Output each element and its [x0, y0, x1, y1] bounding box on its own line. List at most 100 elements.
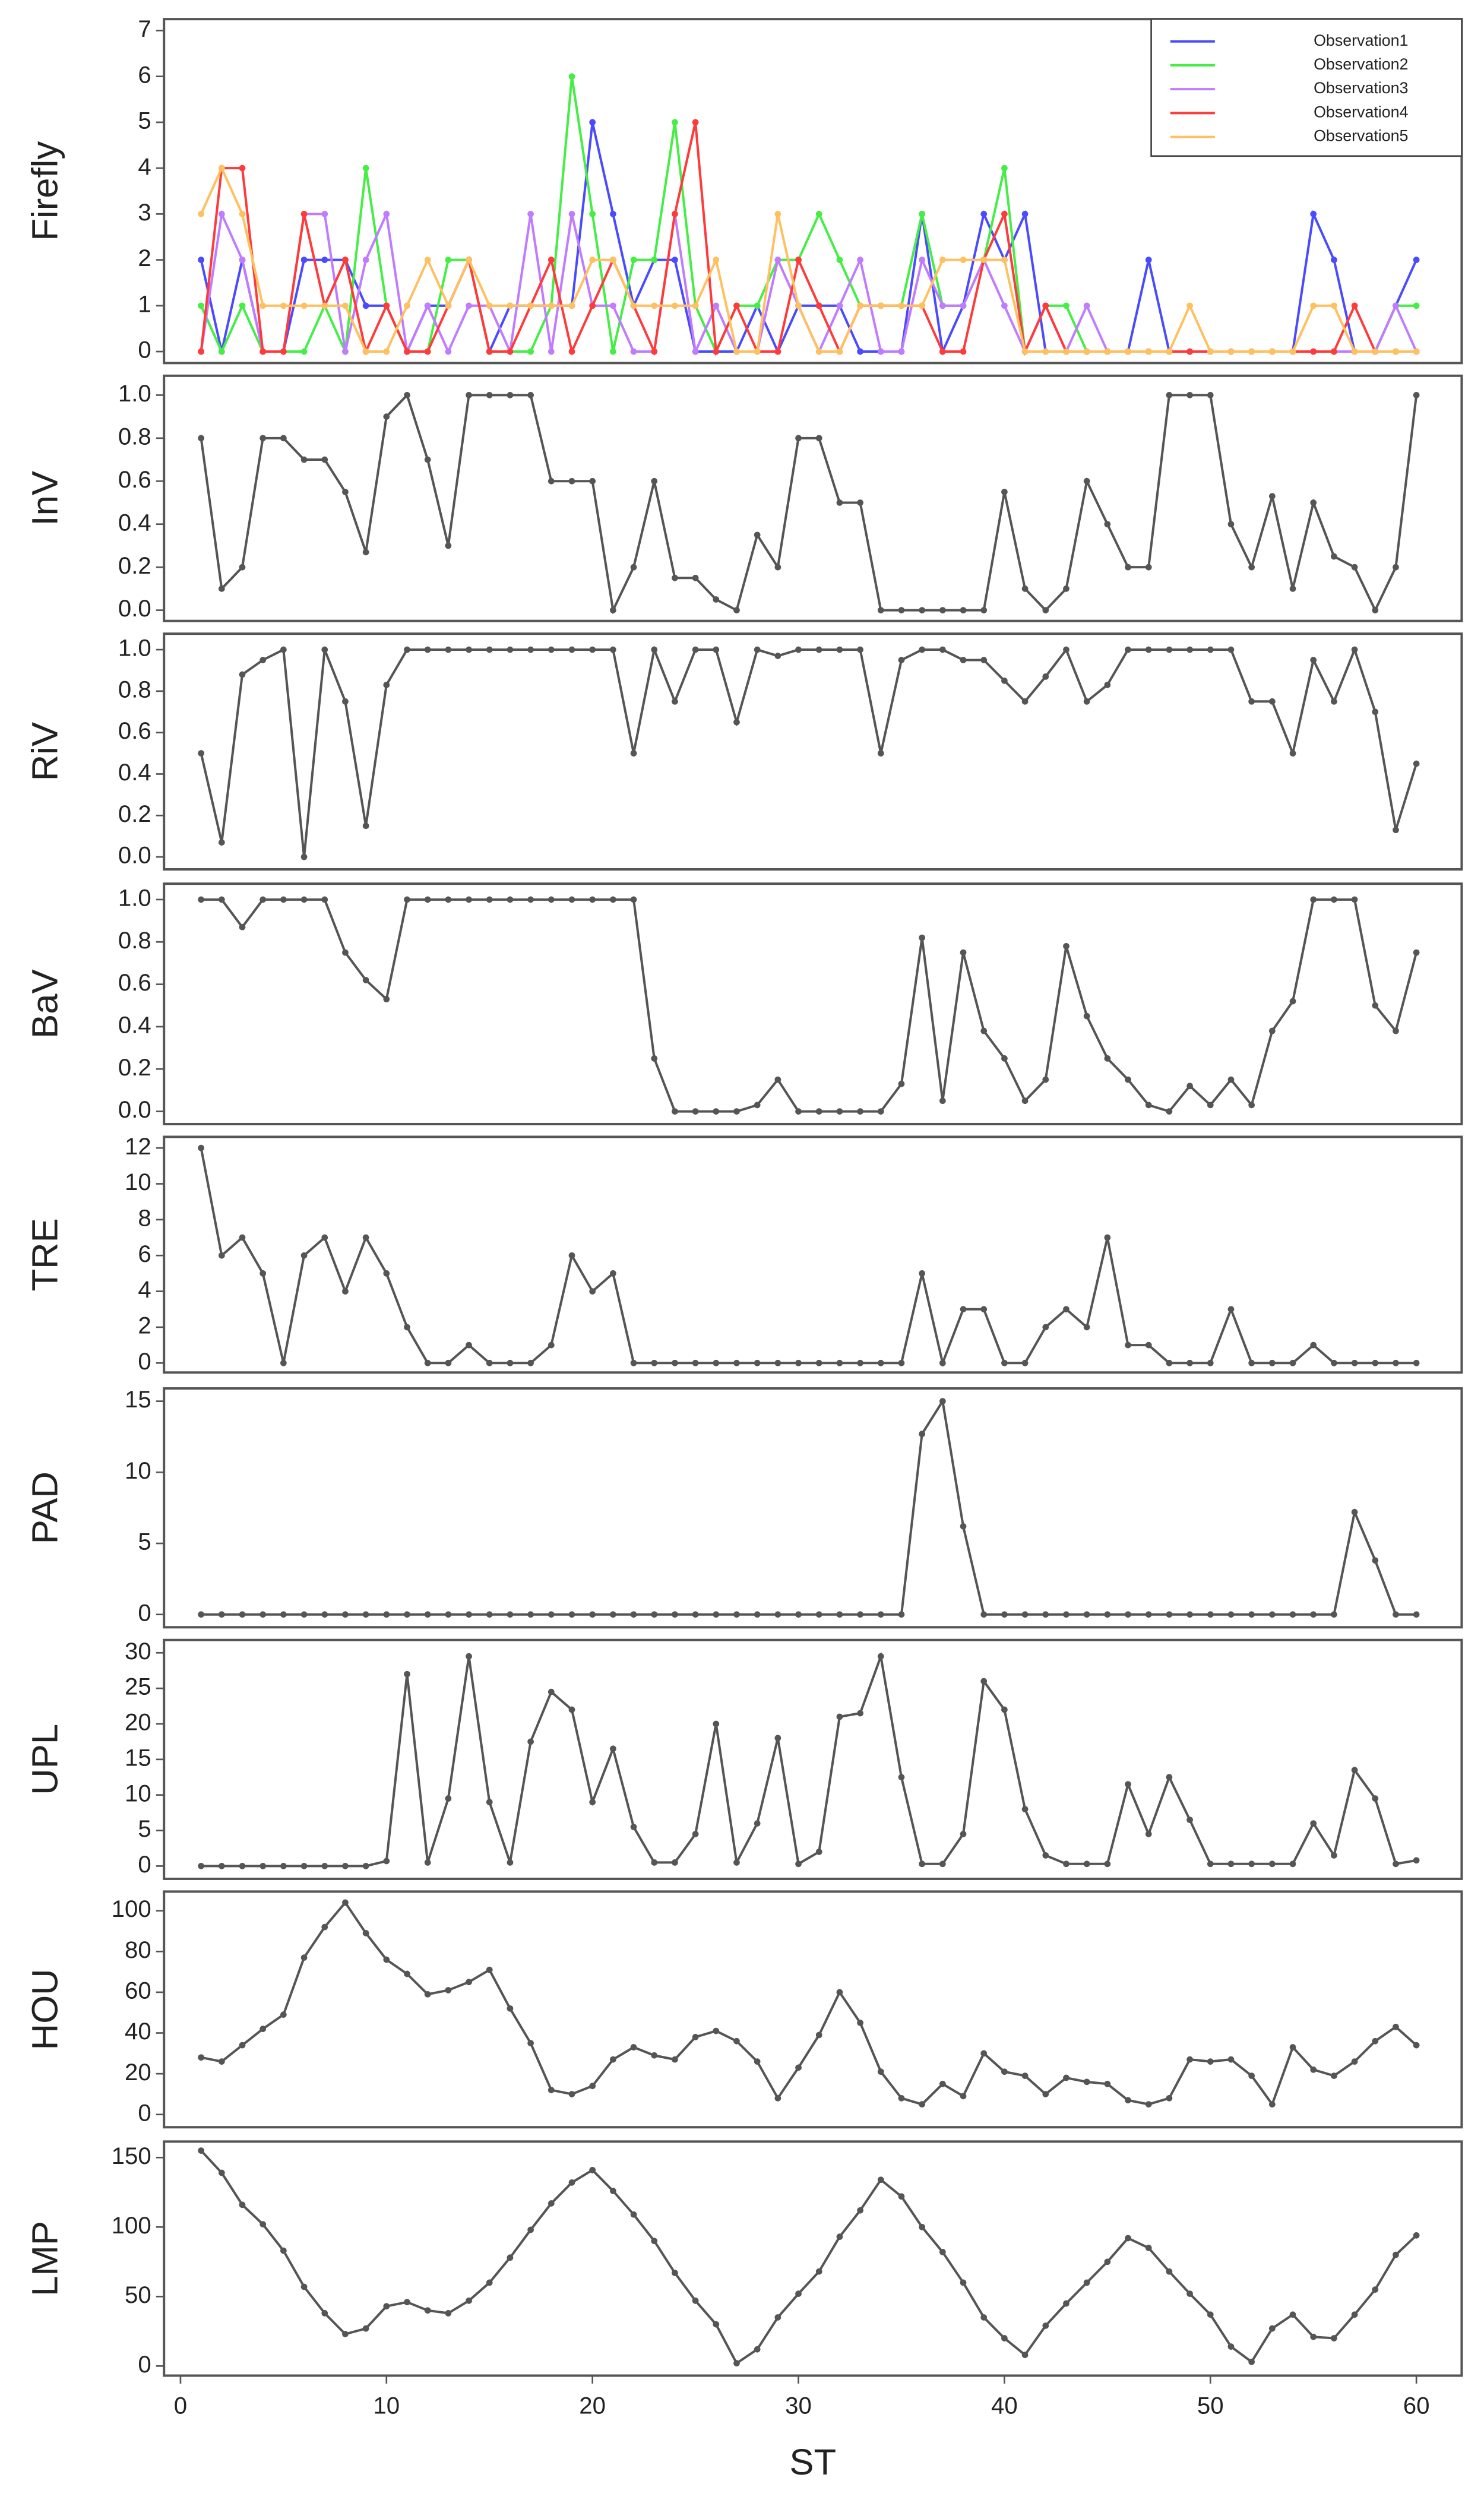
data-point	[1331, 302, 1337, 309]
y-tick-label: 0	[138, 2099, 151, 2126]
data-point	[836, 1713, 843, 1720]
data-point	[239, 564, 246, 571]
data-line	[200, 165, 1417, 353]
data-point	[424, 1359, 431, 1366]
data-point	[218, 586, 225, 592]
y-tick-label: 0.8	[118, 927, 151, 954]
data-point	[1166, 646, 1173, 653]
data-point	[218, 1863, 225, 1869]
data-point	[960, 1523, 967, 1530]
x-tick-label: 60	[1403, 2393, 1430, 2419]
x-tick-label: 20	[579, 2393, 606, 2419]
data-point	[898, 607, 905, 613]
data-point	[672, 302, 678, 309]
data-point	[1207, 2058, 1214, 2065]
panel-frame	[163, 1890, 1463, 2129]
y-tick-label: 1.0	[118, 380, 151, 407]
data-point	[1145, 1341, 1152, 1349]
data-point	[939, 2249, 946, 2255]
data-point	[383, 1956, 390, 1963]
data-point	[672, 2056, 678, 2063]
data-point	[1248, 2072, 1255, 2079]
data-point	[1393, 1027, 1399, 1034]
data-point	[218, 1611, 225, 1618]
data-point	[692, 1359, 699, 1366]
data-point	[1331, 553, 1337, 560]
data-point	[692, 119, 699, 126]
data-point	[980, 607, 988, 613]
data-point	[815, 211, 822, 217]
data-point	[1042, 1076, 1049, 1083]
data-point	[1207, 348, 1214, 355]
y-tick-label: 20	[125, 1709, 151, 1736]
data-point	[1104, 1055, 1111, 1062]
data-point	[321, 211, 328, 217]
data-point	[919, 1270, 926, 1277]
data-point	[568, 896, 575, 903]
data-point	[1372, 1002, 1379, 1009]
data-point	[424, 1611, 431, 1618]
data-point	[857, 1108, 863, 1115]
data-point	[486, 348, 493, 355]
data-point	[362, 348, 369, 355]
data-point	[589, 646, 596, 653]
data-point	[795, 1359, 802, 1366]
data-point	[630, 302, 637, 309]
data-point	[507, 348, 514, 355]
data-point	[1413, 257, 1420, 263]
data-point	[1331, 1852, 1337, 1859]
y-tick-label: 0	[138, 1599, 151, 1626]
data-point	[1310, 1611, 1317, 1618]
data-point	[651, 477, 658, 485]
data-point	[527, 211, 534, 217]
data-point	[1413, 2042, 1420, 2049]
data-point	[239, 257, 246, 263]
data-point	[630, 257, 637, 263]
data-point	[1268, 698, 1276, 705]
data-point	[486, 392, 493, 398]
data-point	[548, 1341, 555, 1349]
data-point	[280, 896, 287, 903]
data-point	[630, 1359, 637, 1366]
y-tick-label: 6	[138, 61, 151, 88]
data-point	[1248, 2358, 1255, 2365]
data-point	[939, 1860, 946, 1868]
data-point	[198, 435, 204, 442]
data-point	[466, 1611, 472, 1618]
data-point	[589, 302, 596, 309]
data-point	[342, 1288, 349, 1295]
data-point	[1125, 1611, 1131, 1618]
data-point	[1207, 2311, 1214, 2318]
data-point	[300, 1863, 308, 1869]
data-point	[733, 1611, 740, 1618]
data-point	[404, 302, 410, 309]
data-point	[321, 1863, 328, 1869]
data-point	[1042, 2322, 1049, 2329]
y-tick-label: 2	[138, 1312, 151, 1339]
data-point	[1207, 392, 1214, 398]
data-point	[857, 302, 863, 309]
data-point	[939, 348, 946, 355]
data-point	[1207, 1611, 1214, 1618]
data-point	[857, 499, 863, 506]
data-point	[1063, 1860, 1070, 1868]
data-point	[548, 302, 555, 309]
data-point	[1289, 348, 1296, 355]
y-tick-label: 0.2	[118, 552, 151, 579]
data-point	[1001, 302, 1008, 309]
data-point	[795, 257, 802, 263]
data-point	[815, 1611, 822, 1618]
y-tick-label: 0.2	[118, 800, 151, 827]
y-tick-label: 0.6	[118, 717, 151, 744]
y-tick-label: 0.6	[118, 969, 151, 996]
data-point	[1310, 1820, 1317, 1827]
data-point	[424, 302, 431, 309]
data-point	[1145, 2245, 1152, 2251]
data-point	[733, 1359, 740, 1366]
data-point	[1331, 2335, 1337, 2341]
data-point	[651, 1359, 658, 1366]
legend-label: Observation1	[1314, 31, 1408, 49]
data-point	[486, 302, 493, 309]
data-point	[1166, 2094, 1173, 2102]
y-axis-label: InV	[25, 471, 66, 526]
